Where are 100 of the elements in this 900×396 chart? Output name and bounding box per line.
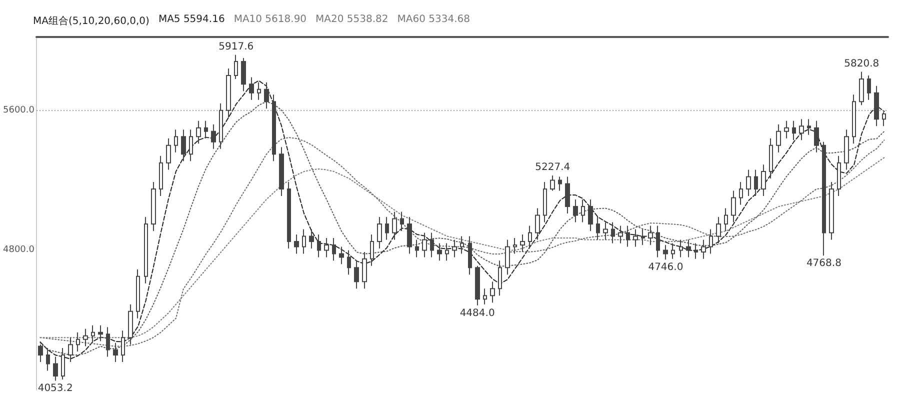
candlestick	[701, 239, 706, 260]
candlestick	[113, 342, 118, 363]
candlestick	[716, 216, 721, 244]
candlestick	[211, 124, 216, 150]
candlestick	[68, 337, 73, 363]
candlestick	[565, 176, 570, 214]
candlestick	[98, 324, 103, 342]
candlestick	[874, 85, 879, 127]
candlestick	[792, 120, 796, 141]
candlestick	[377, 216, 382, 249]
candlestick	[174, 129, 178, 153]
candlestick	[573, 199, 578, 223]
candlestick	[535, 208, 540, 240]
candlestick	[498, 260, 502, 296]
candlestick	[53, 356, 58, 382]
candlestick	[784, 120, 789, 139]
candlestick	[641, 228, 645, 246]
candlestick	[626, 225, 630, 248]
candlestick	[618, 225, 623, 244]
annotation: 5227.4	[535, 162, 570, 174]
candlestick	[679, 239, 683, 258]
candlestick	[490, 281, 495, 304]
candlestick	[520, 234, 525, 252]
candlestick	[392, 211, 397, 240]
candlestick	[739, 182, 743, 206]
candlestick	[38, 344, 43, 363]
candlestick	[189, 129, 193, 162]
candlestick	[513, 237, 517, 254]
candlestick	[279, 146, 284, 197]
candlestick	[257, 82, 261, 100]
annotation: 5820.8	[844, 58, 880, 70]
candlestick	[128, 304, 133, 346]
candlestick	[362, 251, 367, 290]
candlestick	[528, 225, 532, 249]
annotation: 4768.8	[806, 258, 842, 270]
candlestick	[822, 141, 826, 256]
annotation: 4053.2	[38, 383, 73, 394]
candlestick	[347, 250, 351, 276]
candlestick	[724, 208, 728, 232]
candlestick	[686, 239, 691, 258]
candlestick	[272, 94, 276, 162]
text: MA60 5334.68	[397, 14, 470, 27]
candlestick	[761, 164, 766, 197]
candlestick	[611, 222, 615, 244]
candlestick	[468, 236, 472, 276]
candlestick	[633, 228, 638, 248]
candlestick	[264, 82, 269, 110]
y-tick-label: 4800.0	[2, 245, 35, 256]
candlestick	[422, 232, 427, 258]
candlestick	[226, 68, 231, 118]
candlestick	[581, 199, 585, 223]
candlestick	[859, 71, 864, 106]
y-tick-label: 5600.0	[2, 105, 35, 116]
candlestick	[76, 332, 80, 352]
candlestick	[769, 138, 773, 180]
candlestick	[61, 348, 65, 380]
candlestick	[694, 242, 698, 260]
candlestick	[588, 199, 593, 232]
text: MA20 5538.82	[316, 14, 388, 27]
candlestick	[648, 225, 653, 246]
candlestick	[709, 228, 713, 254]
candlestick	[656, 225, 660, 258]
candlestick	[558, 176, 562, 192]
candlestick	[882, 112, 886, 127]
candlestick	[234, 54, 238, 80]
candlestick	[415, 239, 419, 258]
candlestick	[475, 265, 480, 306]
candlestick	[204, 120, 208, 139]
candlestick	[460, 236, 464, 254]
candlestick	[309, 228, 314, 249]
candlestick	[550, 175, 555, 192]
candlestick	[437, 242, 442, 262]
candlestick	[370, 234, 374, 266]
candlestick	[219, 102, 223, 150]
candlestick	[731, 190, 736, 223]
candlestick	[83, 328, 88, 347]
candlestick	[249, 76, 254, 100]
candlestick	[332, 237, 336, 262]
candlestick	[844, 129, 849, 170]
annotation: 5917.6	[218, 41, 254, 52]
candlestick	[294, 234, 299, 254]
annotation: 4746.0	[648, 262, 684, 274]
candlestick	[754, 169, 758, 197]
candlestick	[144, 216, 148, 284]
candlestick	[151, 182, 156, 232]
candlestick	[317, 234, 321, 258]
candlestick	[663, 244, 668, 260]
candlestick	[746, 169, 751, 197]
candlestick	[407, 216, 412, 254]
annotation: 4484.0	[460, 308, 495, 319]
candlestick	[807, 118, 811, 136]
candlestick	[121, 330, 125, 363]
candlestick	[354, 260, 359, 290]
text: MA5 5594.16	[158, 14, 225, 27]
candlestick	[430, 232, 434, 258]
candlestick	[136, 268, 140, 319]
candlestick	[400, 211, 404, 232]
candlestick	[867, 74, 871, 100]
candlestick	[837, 155, 841, 197]
candlestick	[445, 242, 449, 262]
